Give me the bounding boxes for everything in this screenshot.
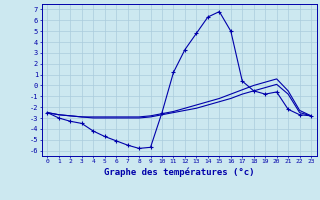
X-axis label: Graphe des températures (°c): Graphe des températures (°c): [104, 167, 254, 177]
